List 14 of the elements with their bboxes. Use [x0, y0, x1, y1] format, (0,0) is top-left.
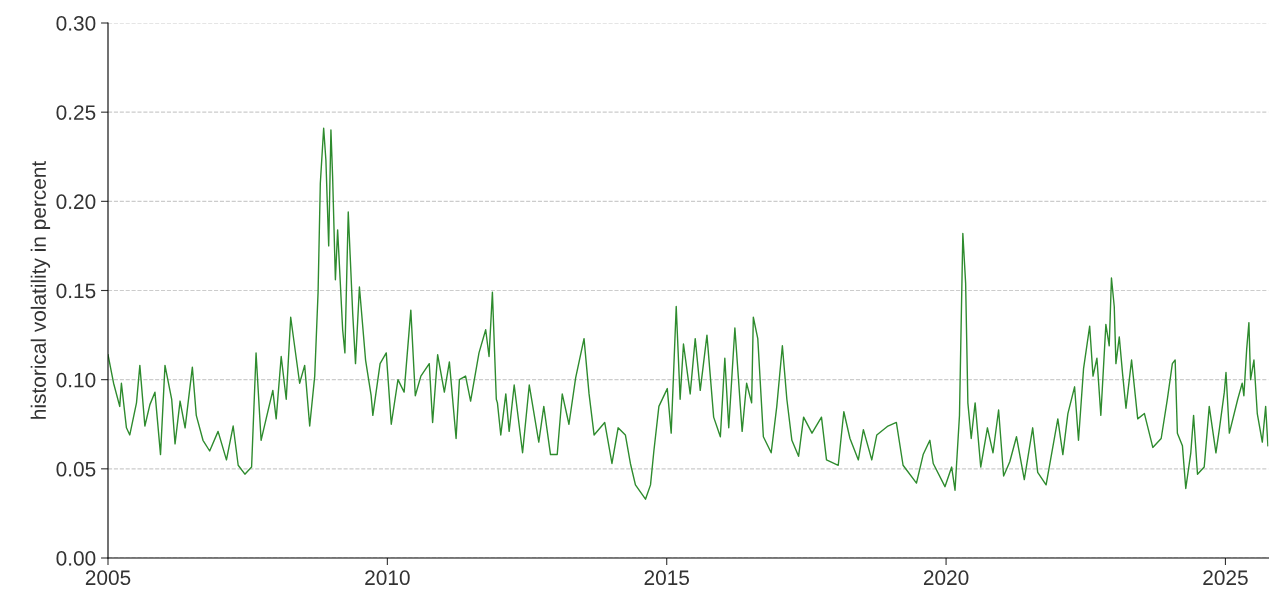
x-tick-label: 2005 [85, 570, 131, 586]
y-tick-label: 0.30 [56, 16, 96, 31]
x-tick-label: 2015 [644, 570, 690, 586]
y-tick-label: 0.15 [56, 283, 96, 299]
y-axis-title: historical volatility in percent [30, 160, 51, 419]
line-series [108, 127, 1269, 500]
y-tick-label: 0.10 [56, 372, 96, 388]
y-tick-label: 0.20 [56, 194, 96, 210]
y-tick-label: 0.25 [56, 105, 96, 120]
y-tick-label: 0.00 [56, 551, 96, 566]
x-tick-label: 2020 [923, 570, 969, 586]
x-tick-label: 2025 [1203, 570, 1248, 586]
x-tick-label: 2010 [365, 570, 410, 586]
y-tick-label: 0.05 [56, 461, 96, 477]
